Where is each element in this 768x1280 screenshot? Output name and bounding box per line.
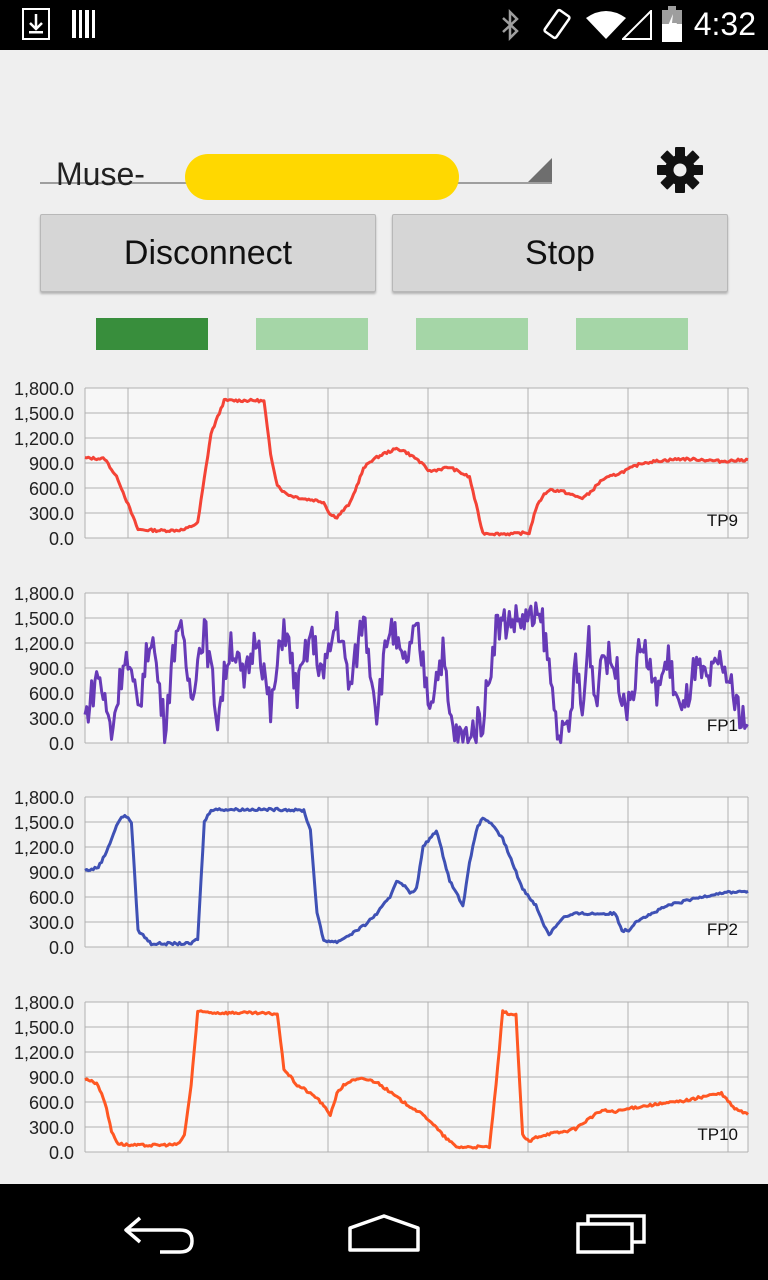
status-time: 4:32	[693, 6, 756, 42]
redacted-device-id	[185, 154, 459, 200]
channel-indicator-2	[256, 318, 368, 350]
download-icon	[22, 8, 50, 40]
y-tick-label: 900.0	[29, 863, 74, 883]
battery-icon	[662, 6, 682, 42]
y-tick-label: 1,200.0	[14, 634, 74, 654]
series-line-fp1	[83, 601, 749, 745]
y-tick-label: 1,800.0	[14, 788, 74, 808]
disconnect-button[interactable]: Disconnect	[40, 214, 376, 292]
y-tick-label: 0.0	[49, 734, 74, 754]
rotate-icon	[543, 8, 571, 40]
y-tick-label: 1,800.0	[14, 379, 74, 399]
channel-indicator-3	[416, 318, 528, 350]
wifi-icon	[586, 11, 626, 39]
device-spinner[interactable]: Muse-	[40, 100, 552, 200]
y-tick-label: 900.0	[29, 454, 74, 474]
stop-button[interactable]: Stop	[392, 214, 728, 292]
chart-fp2: 1,800.0 1,500.0 1,200.0 900.0 600.0 300.0 0.0 F…	[0, 787, 768, 987]
y-tick-label: 600.0	[29, 1093, 74, 1113]
chart-title: FP1	[707, 716, 738, 735]
chart-tp10-svg: 1,800.0 1,500.0 1,200.0 900.0 600.0 300.0 0.0 T…	[14, 993, 750, 1163]
status-bar: 4:32	[0, 0, 768, 50]
y-tick-label: 300.0	[29, 709, 74, 729]
chart-title: TP9	[707, 511, 738, 530]
channel-indicator-1	[96, 318, 208, 350]
series-line-tp10	[84, 1009, 750, 1150]
y-tick-label: 1,200.0	[14, 429, 74, 449]
device-name: Muse-	[56, 156, 145, 192]
chart-tp9: 1,800.0 1,500.0 1,200.0 900.0 600.0 300.0 0.0 T…	[0, 378, 768, 578]
recents-icon[interactable]	[572, 1212, 652, 1256]
chart-fp1-svg: 1,800.0 1,500.0 1,200.0 900.0 600.0 300.0 0.0 F…	[14, 584, 749, 754]
barcode-icon	[72, 10, 95, 38]
y-tick-label: 300.0	[29, 913, 74, 933]
series-line-fp2	[84, 806, 749, 947]
series-line-tp9	[84, 397, 749, 537]
y-tick-label: 0.0	[49, 938, 74, 958]
channel-indicator-4	[576, 318, 688, 350]
y-tick-label: 600.0	[29, 684, 74, 704]
signal-icon	[622, 10, 652, 40]
chart-fp1: 1,800.0 1,500.0 1,200.0 900.0 600.0 300.0 0.0 F…	[0, 583, 768, 783]
back-icon[interactable]	[120, 1212, 200, 1256]
y-tick-label: 1,800.0	[14, 993, 74, 1013]
app-content: Muse- Disconnect Stop 1,800.0 1,500.0 1,20…	[0, 50, 768, 1184]
chart-fp2-svg: 1,800.0 1,500.0 1,200.0 900.0 600.0 300.0 0.0 F…	[14, 788, 749, 958]
y-tick-label: 1,200.0	[14, 1043, 74, 1063]
y-tick-label: 1,800.0	[14, 584, 74, 604]
dropdown-arrow-icon	[528, 158, 552, 182]
navigation-bar	[0, 1184, 768, 1280]
y-tick-label: 0.0	[49, 1143, 74, 1163]
y-tick-label: 0.0	[49, 529, 74, 549]
chart-title: FP2	[707, 920, 738, 939]
chart-title: TP10	[697, 1125, 738, 1144]
chart-tp9-svg: 1,800.0 1,500.0 1,200.0 900.0 600.0 300.0 0.0 T…	[14, 379, 749, 549]
y-tick-label: 900.0	[29, 1068, 74, 1088]
y-tick-label: 600.0	[29, 888, 74, 908]
y-tick-label: 1,500.0	[14, 1018, 74, 1038]
y-tick-label: 1,500.0	[14, 813, 74, 833]
chart-tp10: 1,800.0 1,500.0 1,200.0 900.0 600.0 300.0 0.0 T…	[0, 992, 768, 1192]
y-tick-label: 1,500.0	[14, 404, 74, 424]
y-tick-label: 600.0	[29, 479, 74, 499]
y-tick-label: 1,200.0	[14, 838, 74, 858]
y-tick-label: 300.0	[29, 504, 74, 524]
y-tick-label: 900.0	[29, 659, 74, 679]
y-tick-label: 300.0	[29, 1118, 74, 1138]
bluetooth-icon	[502, 9, 519, 41]
y-tick-label: 1,500.0	[14, 609, 74, 629]
gear-icon[interactable]	[656, 146, 704, 194]
home-icon[interactable]	[344, 1212, 424, 1256]
